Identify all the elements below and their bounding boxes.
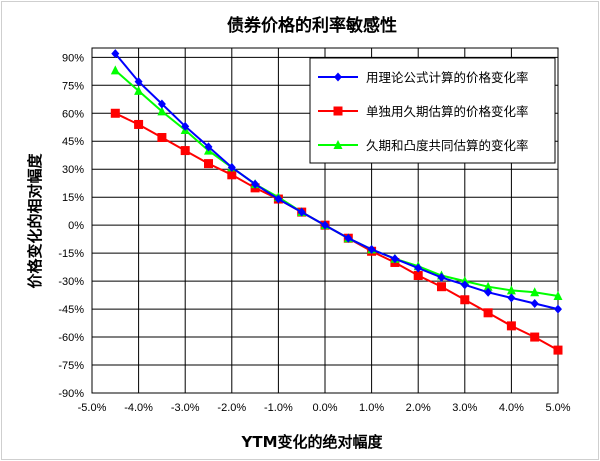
series-diamond [111,49,562,314]
legend-marker [333,106,343,116]
data-point [251,179,260,189]
y-tick-label: -30% [58,276,84,288]
data-point [181,121,190,131]
data-point [180,146,190,156]
y-tick-label: -45% [58,304,84,316]
y-tick-label: -60% [58,332,84,344]
x-axis-ticks: -5.0% -4.0% -3.0% -2.0% -1.0% 0.0% 1.0% 2.0% 3.0… [78,402,571,414]
y-tick-label: 30% [62,164,84,176]
data-point [390,254,399,264]
data-point [321,220,329,230]
series-line [114,52,559,311]
data-point [367,244,376,254]
y-tick-label: 15% [62,192,84,204]
data-point [553,345,563,355]
data-point [157,106,167,116]
x-tick-label: -5.0% [78,402,107,414]
legend-label: 用理论公式计算的价格变化率 [366,70,529,85]
data-point [111,49,120,59]
data-point [413,271,423,281]
plot-area-border [91,47,559,394]
chart-title: 债券价格的利率敏感性 [227,15,397,36]
x-tick-label: 5.0% [545,402,570,414]
data-point [227,162,236,172]
data-point [507,293,516,303]
y-tick-label: 60% [62,108,84,120]
y-axis-ticks: 90% 75% 60% 45% 30% 15% 0% -15% -30% -45% -60% -75%… [58,52,84,400]
y-tick-label: -75% [58,360,84,372]
data-point [274,194,283,204]
x-tick-label: -3.0% [171,402,200,414]
series-layer [110,49,563,355]
y-tick-label: 90% [62,52,84,64]
y-tick-label: 75% [62,80,84,92]
data-point [134,119,144,129]
data-point [554,304,562,314]
data-point [506,321,516,331]
data-point [110,108,120,118]
x-tick-label: -2.0% [217,402,246,414]
data-point [530,298,539,308]
y-tick-label: -15% [58,248,84,260]
x-tick-label: 4.0% [499,402,524,414]
legend-marker [334,72,342,82]
data-point [157,133,167,143]
data-point [506,285,516,295]
data-point [460,295,470,305]
y-tick-label: 45% [62,136,84,148]
data-point [297,207,306,217]
data-point [437,272,446,282]
data-point [157,99,166,109]
data-point [227,170,237,180]
data-point [204,142,213,152]
data-point [437,282,446,292]
data-point [460,280,469,290]
data-point [484,287,493,297]
x-tick-label: 2.0% [406,402,431,414]
data-point [414,263,423,273]
data-point [110,65,120,75]
y-tick-label: -90% [58,388,84,400]
legend-entry: 用理论公式计算的价格变化率 [318,70,529,85]
data-point [553,291,563,301]
x-tick-label: -4.0% [124,402,153,414]
data-point [483,281,493,291]
data-point [134,77,143,87]
data-point [204,159,213,169]
y-axis-label: 价格变化的相对幅度 [26,153,44,289]
data-point [483,308,493,318]
data-point [344,233,353,243]
legend-entry: 久期和凸度共同估算的变化率 [318,138,529,153]
data-point [530,287,540,297]
legend-label: 久期和凸度共同估算的变化率 [366,138,529,153]
y-tick-label: 0% [68,220,84,232]
x-tick-label: 3.0% [452,402,477,414]
data-point [530,332,540,342]
x-axis-label: YTM变化的绝对幅度 [240,433,383,451]
data-point [134,85,144,95]
x-tick-label: 0.0% [312,402,337,414]
legend-entry: 单独用久期估算的价格变化率 [318,104,529,119]
legend-marker [333,140,343,149]
legend-label: 单独用久期估算的价格变化率 [366,104,529,119]
x-tick-label: -1.0% [264,402,293,414]
x-tick-label: 1.0% [359,402,384,414]
